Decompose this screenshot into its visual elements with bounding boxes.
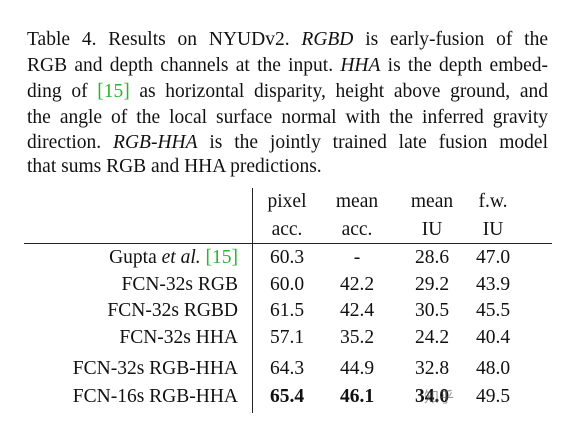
header-rule [24,243,552,245]
caption-line: the angle of the local surface normal wi… [27,106,548,130]
cell: 42.4 [339,300,375,321]
text: RGB-HHA [113,132,198,153]
text: RGB and depth channels at the input. [27,55,341,76]
text: is early-fusion of the [353,29,548,50]
cell: 30.5 [414,300,450,321]
text: Gupta [109,247,162,268]
caption-line: direction. RGB-HHA is the jointly traine… [27,131,548,155]
cell: pixel [267,191,307,212]
cell: IU [482,219,504,240]
text: ding of [27,81,98,102]
cell: 60.0 [269,274,305,295]
cell: acc. [271,219,303,240]
text: direction. [27,132,114,153]
cell: - [353,247,361,268]
text: as horizontal disparity, height above gr… [129,81,548,102]
caption-line: Table 4. Results on NYUDv2. RGBD is earl… [27,28,548,52]
cell: 40.4 [475,327,511,348]
cell: 29.2 [414,274,450,295]
text: is the jointly trained late fusion model [197,132,549,153]
caption-line: ding of [15] as horizontal disparity, he… [27,80,548,104]
cell: 45.5 [475,300,511,321]
cell: 46.1 [339,386,375,407]
cell: 48.0 [475,358,511,379]
row-label: FCN-32s RGBD [107,300,238,321]
row-label: FCN-32s RGB-HHA [72,358,238,379]
row-label: Gupta et al. [15] [109,246,238,270]
row-label: FCN-16s RGB-HHA [72,386,238,407]
cell: mean [335,191,379,212]
text: RGBD [301,29,354,50]
text: that sums RGB and HHA predictions. [27,156,322,177]
cell: 32.8 [414,358,450,379]
cell: 44.9 [339,358,375,379]
caption-line: that sums RGB and HHA predictions. [27,155,548,179]
cell: 49.5 [475,386,511,407]
text: Table 4. Results on NYUDv2. [27,29,302,50]
text: the angle of the local surface normal wi… [27,107,548,128]
caption-line: RGB and depth channels at the input. HHA… [27,54,548,78]
cell: 28.6 [414,247,450,268]
vertical-rule [252,188,254,413]
cell: 35.2 [339,327,375,348]
cell: acc. [341,219,373,240]
cell: 64.3 [269,358,305,379]
text: HHA [340,55,381,76]
cell: 65.4 [269,386,305,407]
cell: 34.0 [414,386,450,407]
cell: 60.3 [269,247,305,268]
watermark: 知乎 [424,388,455,406]
text: et al. [161,247,201,268]
cell: 47.0 [475,247,511,268]
citation[interactable]: [15] [205,247,239,268]
cell: IU [421,219,443,240]
cell: mean [410,191,454,212]
cell: f.w. [478,191,508,212]
cell: 57.1 [269,327,305,348]
cell: 24.2 [414,327,450,348]
cell: 43.9 [475,274,511,295]
row-label: FCN-32s HHA [119,327,238,348]
text: is the depth embed- [380,55,549,76]
citation[interactable]: [15] [97,81,130,102]
row-label: FCN-32s RGB [121,274,239,295]
cell: 42.2 [339,274,375,295]
cell: 61.5 [269,300,305,321]
